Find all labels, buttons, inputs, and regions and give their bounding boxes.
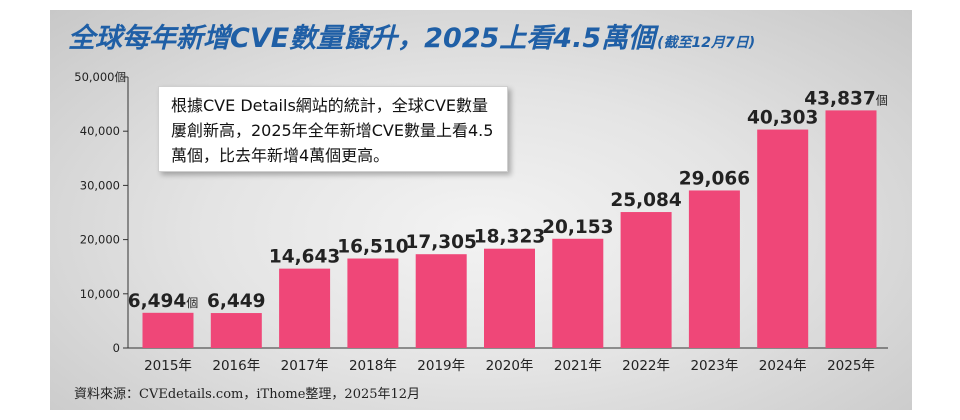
bar (825, 110, 877, 348)
x-tick-label: 2017年 (281, 358, 329, 374)
x-tick-label: 2015年 (144, 358, 192, 374)
y-tick-label: 10,000 (80, 287, 120, 301)
bar (620, 212, 672, 348)
callout-box: 根據CVE Details網站的統計，全球CVE數量屢創新高，2025年全年新增… (158, 86, 508, 172)
x-tick-label: 2024年 (759, 358, 807, 374)
x-tick-label: 2020年 (486, 358, 534, 374)
data-label: 40,303 (747, 108, 818, 129)
data-label-unit: 個 (876, 93, 888, 107)
title-text: 全球每年新增CVE數量竄升，2025上看4.5萬個 (68, 23, 656, 54)
data-label: 14,643 (269, 247, 340, 268)
data-label: 43,837個 (804, 88, 887, 109)
x-tick-label: 2022年 (622, 358, 670, 374)
y-tick-label: 40,000 (80, 124, 120, 138)
data-label: 17,305 (406, 232, 477, 253)
bar (210, 313, 262, 348)
y-tick-label: 20,000 (80, 233, 120, 247)
x-tick-label: 2018年 (349, 358, 397, 374)
bar (484, 248, 535, 348)
source-note: 資料來源：CVEdetails.com，iThome整理，2025年12月 (74, 387, 421, 402)
data-label-unit: 個 (186, 296, 198, 310)
bar (347, 258, 399, 348)
x-tick-label: 2023年 (690, 358, 738, 374)
x-tick-label: 2019年 (417, 358, 465, 374)
data-label: 25,084 (610, 190, 682, 211)
bar (279, 268, 331, 348)
data-label: 6,494個 (128, 291, 199, 312)
x-tick-label: 2025年 (827, 358, 875, 374)
y-tick-label: 0 (113, 341, 120, 355)
bar (757, 129, 809, 348)
bar (142, 312, 194, 348)
data-label: 18,323 (474, 227, 545, 248)
y-tick-label: 30,000 (80, 178, 120, 192)
x-tick-label: 2021年 (554, 358, 602, 374)
y-tick-label: 50,000個 (74, 70, 126, 84)
data-label: 29,066 (679, 168, 750, 189)
data-label: 20,153 (542, 217, 613, 238)
chart-title: 全球每年新增CVE數量竄升，2025上看4.5萬個 (截至12月7日) (68, 16, 755, 56)
bar (552, 238, 604, 348)
bar (688, 190, 740, 348)
data-label: 16,510 (337, 237, 408, 258)
x-tick-label: 2016年 (212, 358, 260, 374)
data-label: 6,449 (207, 291, 266, 312)
bar (415, 254, 467, 348)
title-note: (截至12月7日) (657, 35, 756, 51)
